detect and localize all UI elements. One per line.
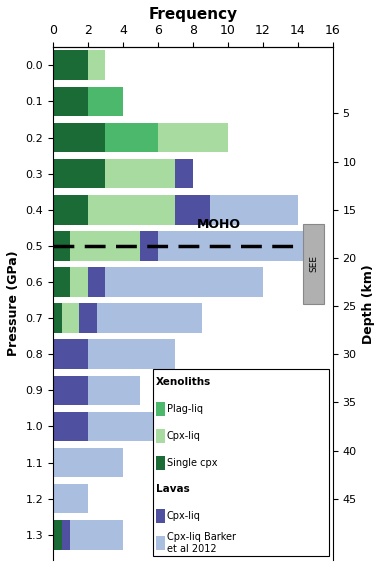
- Bar: [156, 536, 165, 550]
- Bar: [156, 402, 165, 416]
- Bar: [175, 159, 193, 188]
- Bar: [53, 412, 88, 441]
- Bar: [158, 231, 315, 261]
- Bar: [70, 267, 88, 297]
- Bar: [156, 455, 165, 469]
- Bar: [158, 122, 228, 153]
- Bar: [105, 159, 175, 188]
- Bar: [53, 448, 123, 477]
- Bar: [105, 267, 263, 297]
- Text: Plag-liq: Plag-liq: [167, 404, 203, 414]
- Bar: [88, 50, 105, 80]
- Bar: [53, 195, 88, 225]
- Bar: [88, 340, 175, 369]
- Bar: [62, 520, 70, 549]
- Text: SEE: SEE: [309, 255, 318, 272]
- Text: Cpx-liq: Cpx-liq: [167, 431, 201, 441]
- Text: Cpx-liq Barker
et al 2012: Cpx-liq Barker et al 2012: [167, 532, 236, 554]
- Bar: [88, 375, 140, 405]
- Bar: [53, 159, 105, 188]
- Bar: [88, 195, 175, 225]
- X-axis label: Frequency: Frequency: [148, 7, 237, 22]
- Bar: [62, 303, 79, 333]
- Bar: [70, 520, 123, 549]
- Text: Lavas: Lavas: [156, 484, 189, 494]
- Bar: [156, 509, 165, 523]
- Bar: [53, 484, 88, 514]
- Text: Single cpx: Single cpx: [167, 458, 217, 468]
- Bar: [97, 303, 202, 333]
- Bar: [156, 429, 165, 443]
- Bar: [303, 224, 324, 304]
- Bar: [79, 303, 97, 333]
- Text: MOHO: MOHO: [197, 218, 241, 231]
- Bar: [53, 375, 88, 405]
- Bar: [210, 195, 298, 225]
- Bar: [53, 303, 62, 333]
- Bar: [53, 231, 70, 261]
- Bar: [70, 231, 140, 261]
- Y-axis label: Pressure (GPa): Pressure (GPa): [7, 251, 20, 357]
- Bar: [88, 267, 105, 297]
- Bar: [175, 195, 210, 225]
- Bar: [53, 520, 62, 549]
- Bar: [53, 122, 105, 153]
- Bar: [88, 87, 123, 116]
- Bar: [88, 412, 175, 441]
- Y-axis label: Depth (km): Depth (km): [362, 264, 375, 344]
- FancyBboxPatch shape: [152, 369, 329, 556]
- Text: Cpx-liq: Cpx-liq: [167, 511, 201, 521]
- Bar: [53, 50, 88, 80]
- Text: Xenoliths: Xenoliths: [156, 377, 211, 387]
- Bar: [140, 231, 158, 261]
- Bar: [53, 267, 70, 297]
- Bar: [105, 122, 158, 153]
- Bar: [53, 87, 88, 116]
- Bar: [53, 340, 88, 369]
